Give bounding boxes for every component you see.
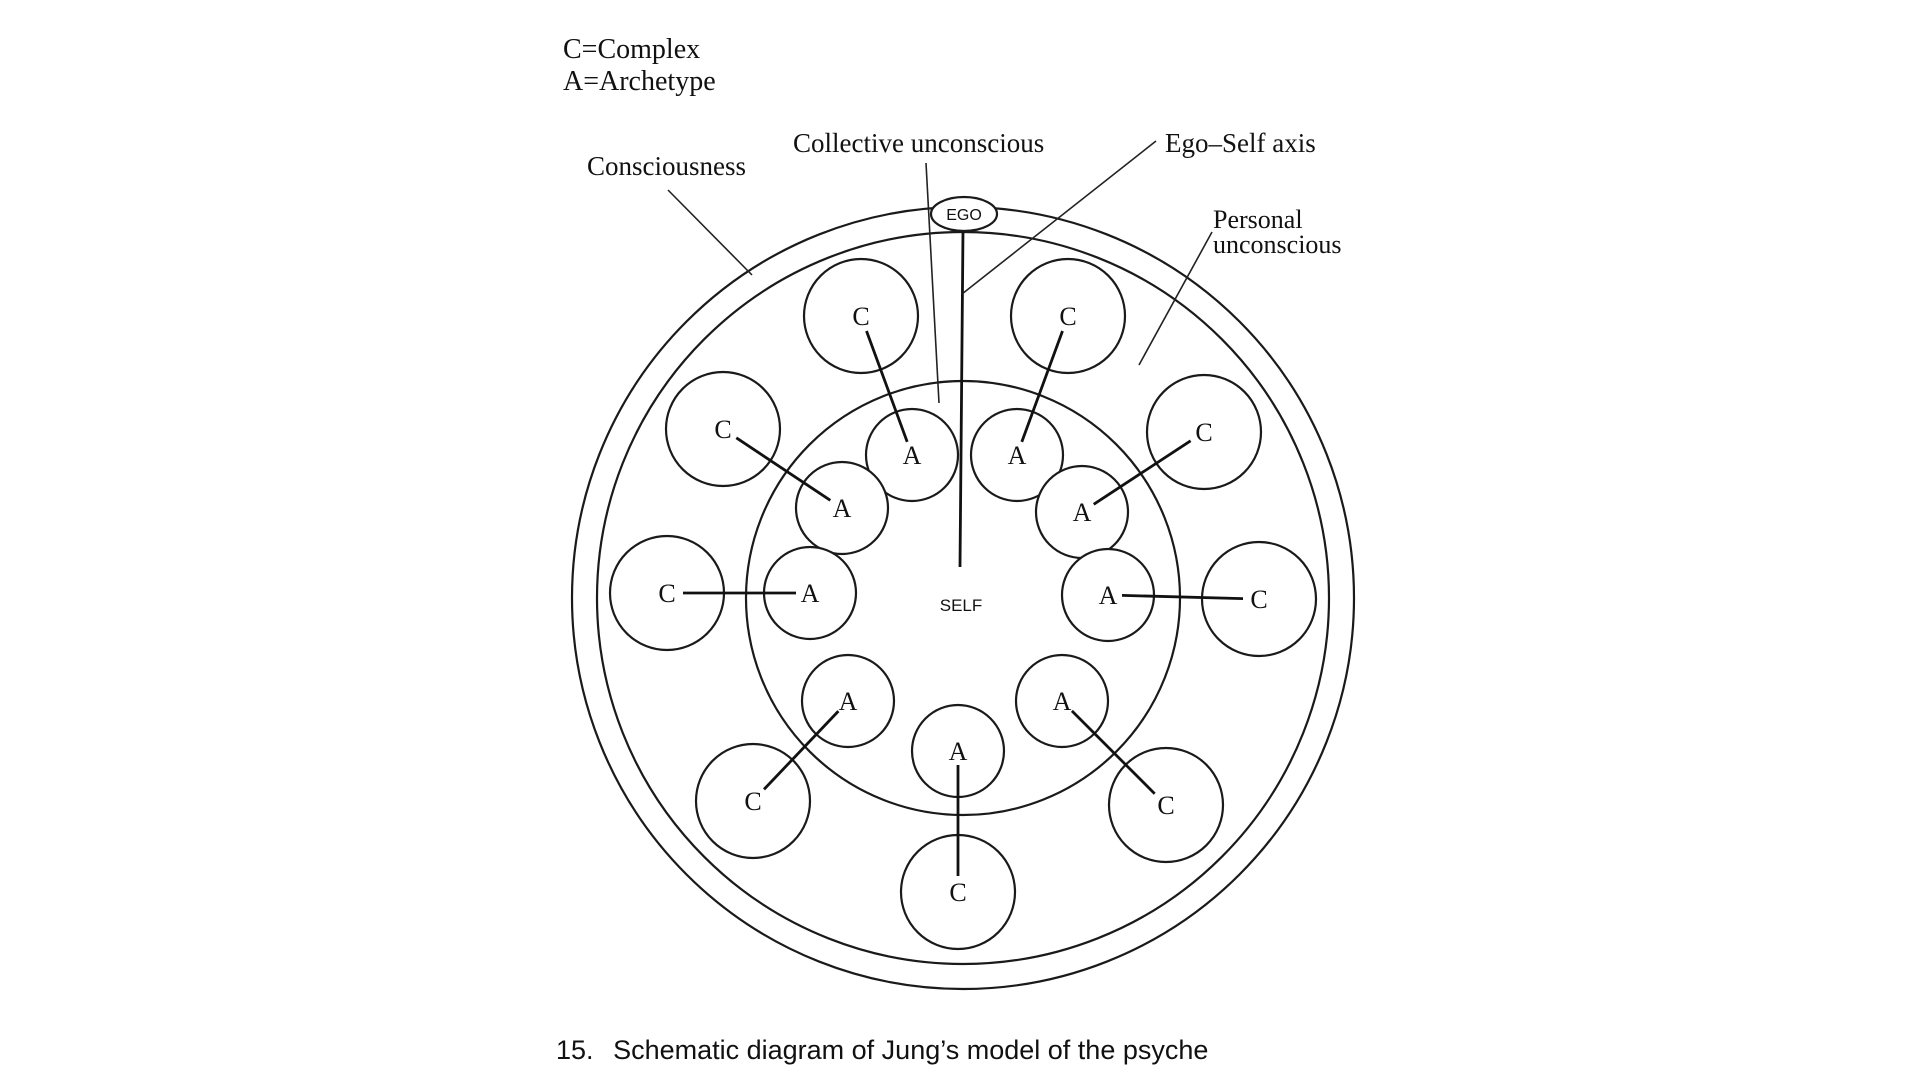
archetype-letter-3: A: [833, 494, 852, 523]
archetype-letter-8: A: [1053, 687, 1072, 716]
complex-circle-1: [802, 257, 920, 375]
complex-archetype-pairs: C A C A C A C A C A C A C A C A C A: [608, 257, 1318, 951]
ego-self-axis-leader-line: [961, 140, 1157, 295]
complex-letter-9: C: [949, 878, 966, 907]
archetype-circle-1: [864, 407, 960, 503]
archetype-letter-9: A: [949, 737, 968, 766]
consciousness-leader-line: [667, 189, 753, 276]
legend-complex: C=Complex: [563, 34, 700, 65]
pair-9: [899, 703, 1017, 951]
complex-archetype-link-8: [1070, 709, 1156, 795]
pair-1: [802, 257, 960, 503]
legend: C=Complex A=Archetype: [563, 34, 716, 97]
complex-archetype-link-6: [1121, 594, 1244, 600]
complex-circle-4: [1145, 373, 1263, 491]
caption-number: 15.: [556, 1035, 594, 1065]
archetype-letter-6: A: [1099, 581, 1118, 610]
complex-archetype-link-2: [1020, 330, 1064, 443]
ego-label: EGO: [946, 207, 982, 224]
pair-4: [1034, 373, 1263, 560]
archetype-letter-2: A: [1008, 441, 1027, 470]
consciousness-label: Consciousness: [587, 151, 746, 181]
pair-5: [608, 534, 858, 652]
caption: 15. Schematic diagram of Jung’s model of…: [556, 1035, 1208, 1065]
complex-letter-1: C: [852, 302, 869, 331]
complex-archetype-link-3: [735, 436, 832, 502]
caption-text: Schematic diagram of Jung’s model of the…: [613, 1035, 1208, 1065]
personal-unconscious-label-line1: Personal: [1213, 205, 1303, 234]
pair-6: [1060, 540, 1318, 658]
complex-circle-6: [1200, 540, 1318, 658]
ego-self-axis-label: Ego–Self axis: [1165, 128, 1316, 158]
complex-archetype-link-1: [865, 330, 909, 443]
complex-letter-4: C: [1195, 418, 1212, 447]
pair-3: [664, 370, 890, 556]
collective-unconscious-leader-line: [925, 162, 940, 404]
complex-archetype-link-4: [1092, 439, 1192, 506]
legend-archetype: A=Archetype: [563, 66, 716, 97]
complex-letter-2: C: [1059, 302, 1076, 331]
archetype-letter-4: A: [1073, 498, 1092, 527]
personal-unconscious-leader-line: [1138, 231, 1213, 366]
complex-circle-2: [1009, 257, 1127, 375]
archetype-letter-1: A: [903, 441, 922, 470]
archetype-circle-2: [969, 407, 1065, 503]
complex-letter-6: C: [1250, 585, 1267, 614]
archetype-letter-5: A: [801, 579, 820, 608]
pair-2: [969, 257, 1127, 503]
archetype-letter-7: A: [839, 687, 858, 716]
personal-unconscious-label-line2: unconscious: [1213, 230, 1342, 259]
complex-letter-5: C: [658, 579, 675, 608]
complex-letter-8: C: [1157, 791, 1174, 820]
collective-unconscious-label: Collective unconscious: [793, 128, 1044, 158]
complex-letter-7: C: [744, 787, 761, 816]
archetype-circle-3: [794, 460, 890, 556]
ego-ellipse: [929, 195, 999, 233]
ego-self-axis-line: [958, 229, 965, 568]
complex-archetype-link-7: [762, 710, 840, 791]
self-label: SELF: [940, 596, 983, 615]
complex-letter-3: C: [714, 415, 731, 444]
complex-circle-3: [664, 370, 782, 488]
